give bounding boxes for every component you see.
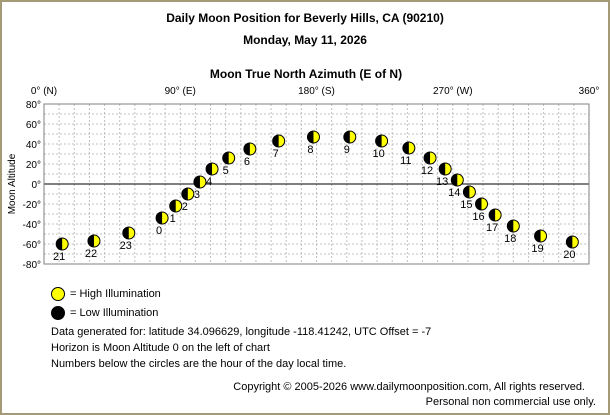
moon-shadow <box>193 176 200 188</box>
y-tick-label: -40° <box>23 220 41 231</box>
hour-label: 10 <box>372 148 384 160</box>
high-illumination-legend-icon <box>51 287 65 301</box>
moon-shadow <box>343 131 350 143</box>
hour-label: 5 <box>223 165 229 177</box>
y-tick-label: 60° <box>26 120 41 131</box>
y-tick-label: 20° <box>26 160 41 171</box>
y-tick-label: -60° <box>23 240 41 251</box>
hour-label: 11 <box>400 155 411 167</box>
x-tick-label: 270° (W) <box>433 86 473 97</box>
hour-label: 21 <box>53 251 65 263</box>
moon-shadow <box>375 135 382 147</box>
hour-label: 20 <box>563 249 575 261</box>
hour-label: 8 <box>307 144 313 156</box>
hour-label: 12 <box>421 165 433 177</box>
plot-border <box>43 103 590 265</box>
y-tick-label: -20° <box>23 200 41 211</box>
low-illumination-legend-label: = Low Illumination <box>70 307 159 319</box>
hour-label: 23 <box>120 240 132 252</box>
moon-shadow <box>243 143 250 155</box>
x-axis-title: Moon True North Azimuth (E of N) <box>209 67 403 81</box>
moon-shadow <box>181 188 188 200</box>
hour-label: 18 <box>504 233 516 245</box>
moon-shadow <box>222 152 229 164</box>
moon-shadow <box>507 220 514 232</box>
hour-label: 7 <box>273 148 279 160</box>
moon-shadow <box>272 135 279 147</box>
moon-shadow <box>156 212 163 225</box>
low-illumination-legend-icon <box>51 306 65 320</box>
moon-shadow <box>475 198 482 210</box>
y-tick-label: 40° <box>26 140 41 151</box>
moon-shadow <box>489 209 496 222</box>
hour-label: 14 <box>448 187 460 199</box>
hour-label: 16 <box>472 211 484 223</box>
horizon-note: Horizon is Moon Altitude 0 on the left o… <box>51 342 270 354</box>
moon-shadow <box>402 142 409 154</box>
hour-label: 1 <box>170 213 176 225</box>
hour-label: 3 <box>194 189 200 201</box>
x-tick-label: 0° (N) <box>31 86 57 97</box>
high-illumination-legend-label: = High Illumination <box>70 288 161 300</box>
y-tick-label: 0° <box>31 180 41 191</box>
y-tick-label: 80° <box>26 100 41 111</box>
moon-shadow <box>122 227 129 239</box>
x-tick-label: 180° (S) <box>298 86 335 97</box>
hours-note: Numbers below the circles are the hour o… <box>51 358 347 370</box>
location-note: Data generated for: latitude 34.096629, … <box>51 326 432 338</box>
hour-label: 4 <box>206 176 212 188</box>
moon-shadow <box>463 186 470 198</box>
chart-date: Monday, May 11, 2026 <box>243 33 367 47</box>
moon-shadow <box>566 236 573 248</box>
hour-label: 9 <box>344 144 350 156</box>
hour-label: 17 <box>486 222 498 234</box>
moon-shadow <box>439 163 446 175</box>
moon-shadow <box>206 163 213 175</box>
hour-label: 2 <box>182 201 188 213</box>
moon-shadow <box>424 152 431 164</box>
x-tick-label: 360° <box>579 86 600 97</box>
x-tick-label: 90° (E) <box>165 86 196 97</box>
moon-shadow <box>534 230 541 242</box>
hour-label: 22 <box>85 248 97 260</box>
moon-shadow <box>169 200 176 212</box>
hour-label: 13 <box>436 176 448 188</box>
personal-use-text: Personal non commercial use only. <box>425 396 596 408</box>
moon-shadow <box>307 131 314 143</box>
hour-label: 0 <box>156 225 162 237</box>
moon-shadow <box>87 235 94 247</box>
hour-label: 19 <box>531 243 543 255</box>
moon-shadow <box>56 238 63 250</box>
y-axis-title: Moon Altitude <box>7 153 18 214</box>
moon-shadow <box>451 174 458 186</box>
chart-title: Daily Moon Position for Beverly Hills, C… <box>166 11 444 25</box>
hour-label: 15 <box>460 199 472 211</box>
hour-label: 6 <box>244 156 250 168</box>
copyright-text: Copyright © 2005-2026 www.dailymoonposit… <box>233 381 585 393</box>
y-tick-label: -80° <box>23 260 41 271</box>
